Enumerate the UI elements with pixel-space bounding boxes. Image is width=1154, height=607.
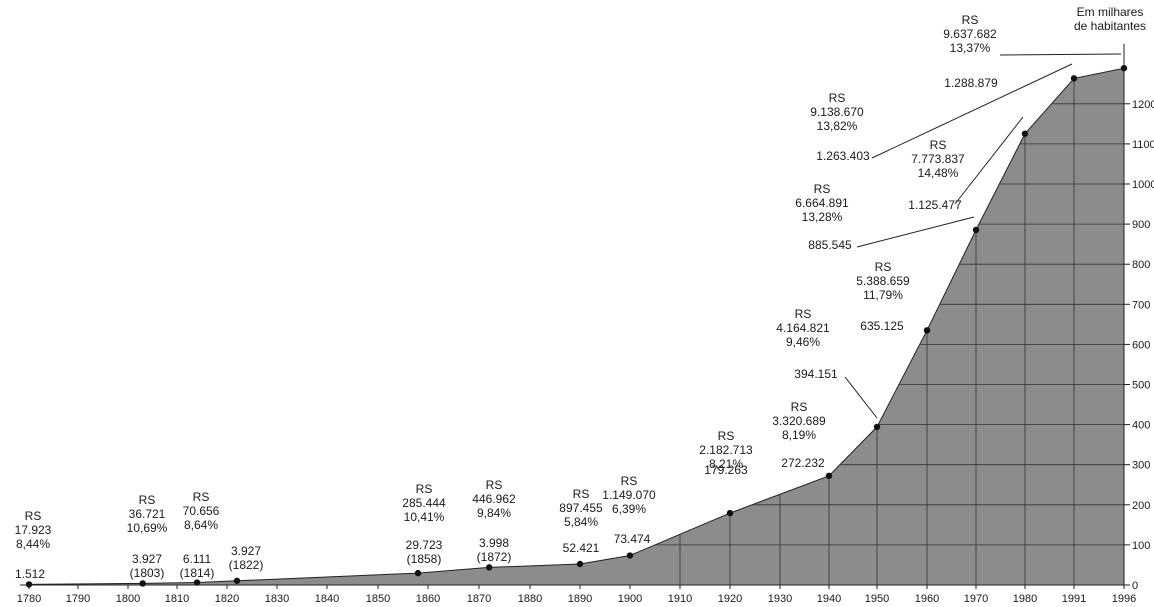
- point-value-label: 3.998 (1872): [477, 536, 512, 564]
- x-tick-label: 1790: [66, 593, 90, 605]
- y-tick-label: 200: [1132, 500, 1150, 512]
- x-tick-label: 1890: [568, 593, 592, 605]
- rs-annotation: RS 2.182.713 8,21%: [699, 429, 753, 471]
- point-value-label: 29.723 (1858): [406, 538, 443, 566]
- leader-line: [844, 376, 878, 419]
- leader-line: [999, 53, 1122, 56]
- rs-annotation: RS 4.164.821 9,46%: [776, 307, 830, 349]
- point-value-label: 272.232: [781, 456, 825, 470]
- x-tick-label: 1800: [116, 593, 140, 605]
- x-tick-label: 1840: [315, 593, 339, 605]
- y-tick-label: 0: [1132, 580, 1138, 592]
- point-value-label: 179.263: [704, 463, 748, 477]
- rs-annotation: RS 5.388.659 11,79%: [856, 260, 910, 302]
- point-value-label: 394.151: [794, 367, 838, 381]
- x-tick-label: 1960: [915, 593, 939, 605]
- data-point: [1021, 130, 1029, 137]
- x-tick-label: 1780: [17, 593, 41, 605]
- y-tick-label: 900: [1132, 219, 1150, 231]
- x-tick-label: 1860: [416, 593, 440, 605]
- x-tick-label: 1850: [366, 593, 390, 605]
- x-tick-label: 1920: [718, 593, 742, 605]
- x-tick-label: 1950: [865, 593, 889, 605]
- rs-annotation: RS 7.773.837 14,48%: [911, 138, 965, 180]
- y-tick-label: 300: [1132, 460, 1150, 472]
- point-value-label: 52.421: [563, 541, 600, 555]
- data-point: [486, 564, 493, 571]
- x-tick-label: 1820: [215, 593, 239, 605]
- rs-annotation: RS 17.923 8,44%: [15, 509, 52, 551]
- x-tick-label: 1870: [467, 593, 491, 605]
- data-point: [825, 472, 833, 480]
- point-value-label: 6.111 (1814): [180, 552, 215, 580]
- y-tick-label: 400: [1132, 420, 1150, 432]
- y-tick-label: 700: [1132, 299, 1150, 311]
- x-tick-label: 1910: [668, 593, 692, 605]
- rs-annotation: RS 1.149.070 6,39%: [602, 474, 656, 516]
- y-tick-label: 1100: [1132, 139, 1154, 151]
- point-value-label: 73.474: [614, 532, 651, 546]
- rs-annotation: RS 9.637.682 13,37%: [943, 13, 997, 55]
- y-tick-label: 600: [1132, 339, 1150, 351]
- y-tick-label: 500: [1132, 380, 1150, 392]
- rs-annotation: RS 446.962 9,84%: [472, 478, 516, 520]
- unit-label: Em milhares de habitantes: [1074, 5, 1146, 33]
- data-point: [193, 579, 201, 586]
- data-point: [25, 581, 33, 588]
- rs-annotation: RS 897.455 5,84%: [559, 487, 603, 529]
- x-tick-label: 1880: [518, 593, 542, 605]
- leader-line: [856, 216, 975, 248]
- x-tick-label: 1900: [618, 593, 642, 605]
- data-point: [233, 577, 241, 584]
- rs-annotation: RS 70.656 8,64%: [183, 490, 220, 532]
- rs-annotation: RS 3.320.689 8,19%: [772, 400, 826, 442]
- point-value-label: 3.927 (1822): [229, 544, 264, 572]
- data-point: [414, 569, 422, 577]
- data-point: [873, 423, 881, 431]
- point-value-label: 1.512: [15, 567, 45, 581]
- rs-annotation: RS 285.444 10,41%: [402, 482, 446, 524]
- y-tick-label: 1000: [1132, 179, 1154, 191]
- x-tick-label: 1810: [165, 593, 189, 605]
- data-point: [972, 226, 980, 234]
- x-tick-label: 1830: [265, 593, 289, 605]
- x-tick-label: 1930: [768, 593, 792, 605]
- leader-line: [871, 63, 1073, 159]
- point-value-label: 1.263.403: [816, 149, 870, 163]
- data-point: [576, 560, 584, 568]
- point-value-label: 885.545: [808, 238, 852, 252]
- data-point: [726, 509, 734, 517]
- point-value-label: 3.927 (1803): [130, 552, 165, 580]
- rs-annotation: RS 6.664.891 13,28%: [795, 182, 849, 224]
- point-value-label: 1.125.477: [908, 198, 962, 212]
- rs-annotation: RS 36.721 10,69%: [127, 493, 168, 535]
- data-point: [139, 580, 146, 587]
- data-point: [923, 327, 931, 334]
- x-tick-label: 1940: [817, 593, 841, 605]
- data-point: [626, 552, 634, 559]
- point-value-label: 1.288.879: [944, 76, 998, 90]
- x-tick-label: 1996: [1112, 593, 1136, 605]
- x-tick-label: 1970: [964, 593, 988, 605]
- x-tick-label: 1980: [1013, 593, 1037, 605]
- rs-annotation: RS 9.138.670 13,82%: [810, 91, 864, 133]
- data-point: [1070, 75, 1078, 82]
- leader-line: [954, 116, 1024, 205]
- y-tick-label: 1200: [1132, 99, 1154, 111]
- y-tick-label: 100: [1132, 540, 1150, 552]
- point-value-label: 635.125: [860, 319, 904, 333]
- x-tick-label: 1991: [1062, 593, 1086, 605]
- y-tick-label: 800: [1132, 259, 1150, 271]
- data-point: [1120, 64, 1128, 72]
